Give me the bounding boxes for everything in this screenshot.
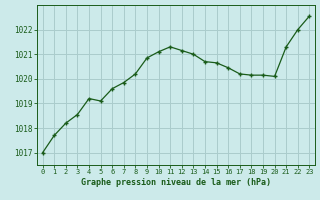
X-axis label: Graphe pression niveau de la mer (hPa): Graphe pression niveau de la mer (hPa) [81,178,271,187]
